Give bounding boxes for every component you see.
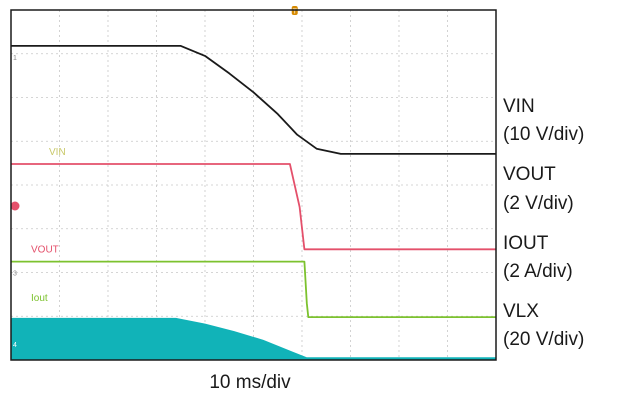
grid: [11, 10, 496, 360]
series-label-vout: VOUT: [503, 164, 556, 185]
plot-frame: [10, 9, 497, 361]
trace-iout: [11, 260, 496, 319]
series-scale-vlx: (20 V/div): [503, 329, 585, 350]
channel-marker-iout: 3: [13, 271, 17, 278]
series-scale-vin: (10 V/div): [503, 124, 585, 145]
traces: [10, 45, 497, 361]
trace-annotation-vin: VIN: [49, 147, 66, 158]
series-label-vin: VIN: [503, 96, 535, 117]
series-label-iout: IOUT: [503, 233, 549, 254]
series-scale-vout: (2 V/div): [503, 193, 574, 214]
trigger-marker-label: T: [293, 9, 298, 16]
channel-marker-vout: [10, 201, 20, 211]
channel-marker-vlx: 4: [13, 342, 17, 349]
series-scale-iout: (2 A/div): [503, 261, 573, 282]
channel-marker-vin: 1: [13, 55, 17, 62]
trace-vin: [11, 45, 496, 155]
series-label-vlx: VLX: [503, 301, 539, 322]
trace-vout: [11, 163, 496, 251]
trace-annotation-vout: VOUT: [31, 245, 59, 256]
trace-annotation-iout: Iout: [31, 293, 48, 304]
x-axis-label: 10 ms/div: [209, 372, 291, 393]
